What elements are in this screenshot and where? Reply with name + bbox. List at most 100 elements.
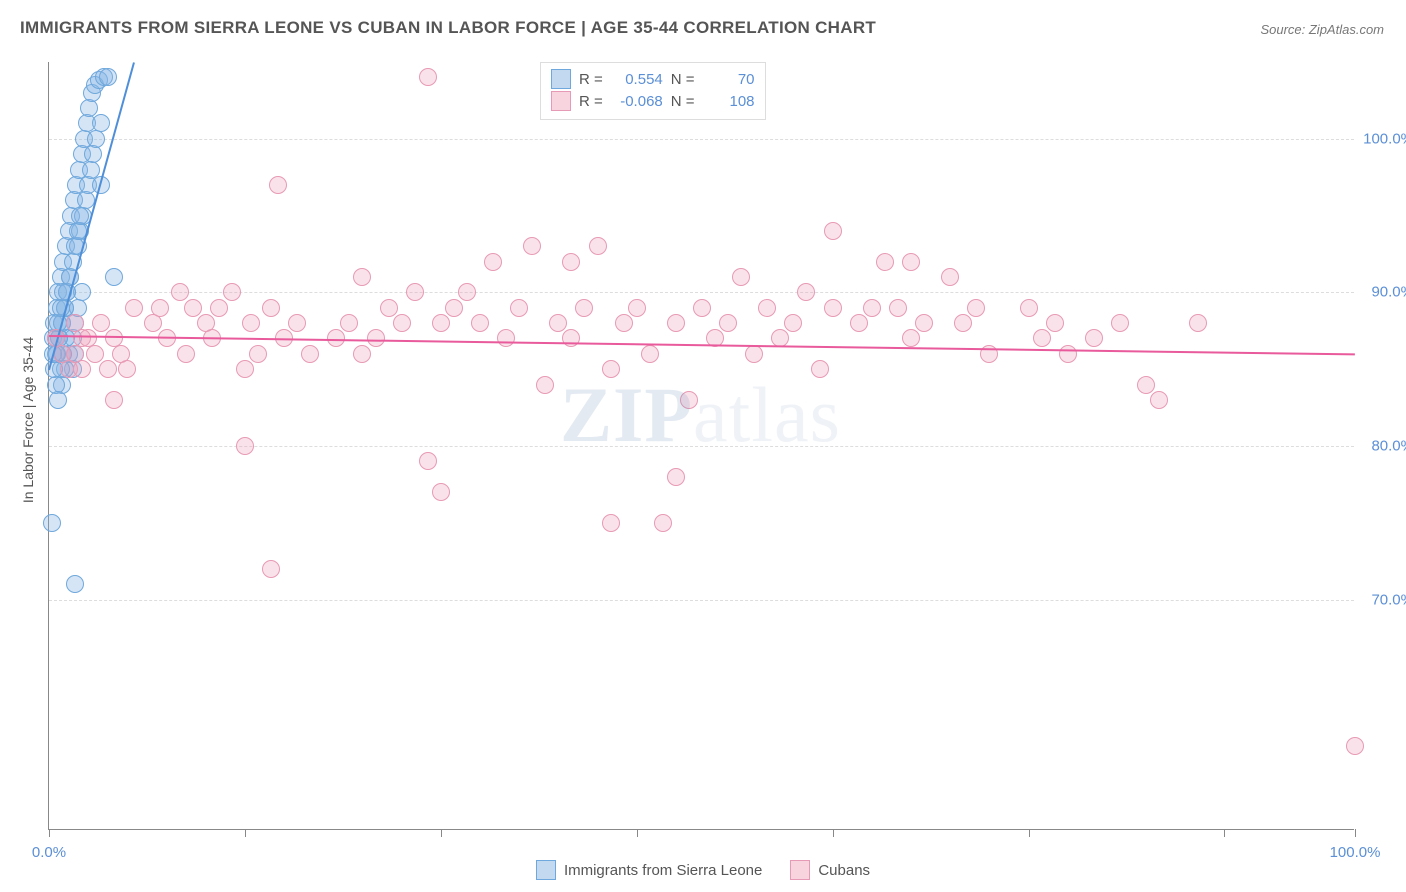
legend-item: Cubans	[790, 860, 870, 880]
data-point	[432, 314, 450, 332]
data-point	[1085, 329, 1103, 347]
stat-n-label: N =	[671, 71, 695, 88]
gridline	[49, 139, 1354, 140]
y-tick-label: 70.0%	[1359, 591, 1406, 608]
trend-line	[49, 335, 1355, 355]
data-point	[824, 299, 842, 317]
data-point	[1346, 737, 1364, 755]
data-point	[562, 329, 580, 347]
data-point	[419, 68, 437, 86]
data-point	[184, 299, 202, 317]
stat-r-label: R =	[579, 93, 603, 110]
data-point	[87, 130, 105, 148]
stat-n-label: N =	[671, 93, 695, 110]
data-point	[667, 314, 685, 332]
x-tick	[1355, 829, 1356, 837]
data-point	[118, 360, 136, 378]
data-point	[641, 345, 659, 363]
gridline	[49, 600, 1354, 601]
data-point	[242, 314, 260, 332]
data-point	[1059, 345, 1077, 363]
data-point	[811, 360, 829, 378]
data-point	[902, 329, 920, 347]
data-point	[732, 268, 750, 286]
data-point	[367, 329, 385, 347]
x-tick	[1029, 829, 1030, 837]
data-point	[667, 468, 685, 486]
stat-r-value: 0.554	[611, 71, 663, 88]
data-point	[92, 114, 110, 132]
data-point	[1111, 314, 1129, 332]
data-point	[353, 345, 371, 363]
stat-n-value: 108	[703, 93, 755, 110]
data-point	[1046, 314, 1064, 332]
data-point	[177, 345, 195, 363]
data-point	[602, 514, 620, 532]
data-point	[471, 314, 489, 332]
data-point	[393, 314, 411, 332]
data-point	[92, 314, 110, 332]
data-point	[43, 514, 61, 532]
data-point	[523, 237, 541, 255]
data-point	[1020, 299, 1038, 317]
data-point	[73, 360, 91, 378]
data-point	[419, 452, 437, 470]
data-point	[1033, 329, 1051, 347]
data-point	[954, 314, 972, 332]
source-attribution: Source: ZipAtlas.com	[1260, 22, 1384, 37]
data-point	[497, 329, 515, 347]
data-point	[797, 283, 815, 301]
data-point	[602, 360, 620, 378]
data-point	[445, 299, 463, 317]
data-point	[269, 176, 287, 194]
data-point	[301, 345, 319, 363]
data-point	[406, 283, 424, 301]
data-point	[432, 483, 450, 501]
data-point	[171, 283, 189, 301]
legend-item: Immigrants from Sierra Leone	[536, 860, 762, 880]
data-point	[105, 268, 123, 286]
stat-n-value: 70	[703, 71, 755, 88]
data-point	[510, 299, 528, 317]
data-point	[458, 283, 476, 301]
data-point	[758, 299, 776, 317]
data-point	[1189, 314, 1207, 332]
data-point	[628, 299, 646, 317]
data-point	[144, 314, 162, 332]
data-point	[210, 299, 228, 317]
data-point	[615, 314, 633, 332]
data-point	[902, 253, 920, 271]
x-tick	[49, 829, 50, 837]
data-point	[236, 360, 254, 378]
data-point	[967, 299, 985, 317]
data-point	[236, 437, 254, 455]
x-tick-label: 100.0%	[1330, 844, 1381, 861]
data-point	[562, 253, 580, 271]
x-tick	[637, 829, 638, 837]
data-point	[719, 314, 737, 332]
data-point	[863, 299, 881, 317]
data-point	[340, 314, 358, 332]
data-point	[745, 345, 763, 363]
y-tick-label: 80.0%	[1359, 438, 1406, 455]
data-point	[1150, 391, 1168, 409]
legend-swatch	[551, 69, 571, 89]
data-point	[654, 514, 672, 532]
legend-label: Cubans	[818, 862, 870, 879]
legend-swatch	[551, 91, 571, 111]
stat-r-value: -0.068	[611, 93, 663, 110]
data-point	[223, 283, 241, 301]
data-point	[915, 314, 933, 332]
stat-r-label: R =	[579, 71, 603, 88]
data-point	[680, 391, 698, 409]
data-point	[71, 207, 89, 225]
data-point	[1137, 376, 1155, 394]
data-point	[105, 391, 123, 409]
data-point	[80, 99, 98, 117]
stats-row: R = 0.554 N = 70	[551, 69, 755, 89]
stats-legend: R = 0.554 N = 70 R = -0.068 N = 108	[540, 62, 766, 120]
data-point	[549, 314, 567, 332]
data-point	[575, 299, 593, 317]
data-point	[589, 237, 607, 255]
legend-swatch	[790, 860, 810, 880]
